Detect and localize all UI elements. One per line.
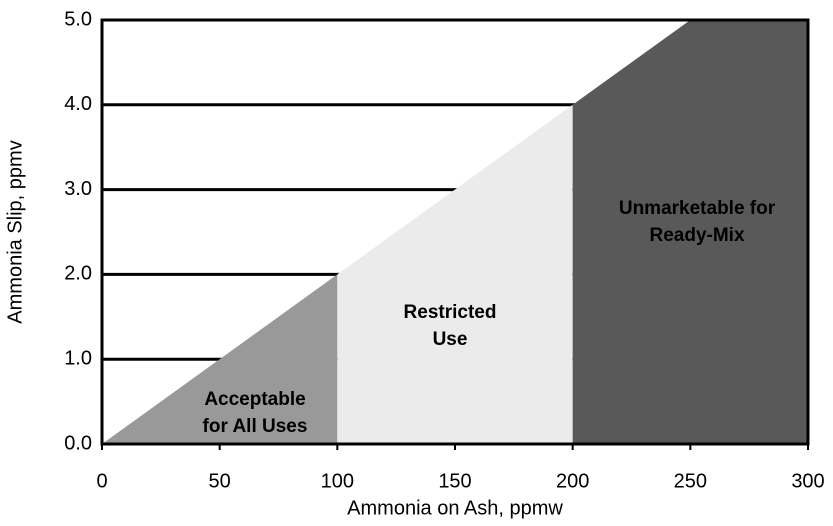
- y-tick-label: 5.0: [64, 8, 92, 30]
- y-tick-label: 1.0: [64, 347, 92, 369]
- x-tick-label: 200: [556, 470, 589, 492]
- region-label: Use: [433, 329, 468, 350]
- y-tick-label: 3.0: [64, 178, 92, 200]
- x-tick-label: 250: [674, 470, 707, 492]
- region-label: Acceptable: [204, 389, 305, 410]
- y-tick-label: 0.0: [64, 432, 92, 454]
- region-label: Ready-Mix: [649, 225, 744, 246]
- region-label: Unmarketable for: [619, 198, 776, 219]
- x-tick-label: 50: [209, 470, 231, 492]
- x-tick-label: 100: [321, 470, 354, 492]
- y-tick-label: 2.0: [64, 263, 92, 285]
- region-label: for All Uses: [203, 416, 308, 437]
- plot-border: [100, 18, 810, 446]
- x-tick-label: 300: [791, 470, 824, 492]
- area: [102, 274, 338, 444]
- area: [337, 104, 573, 445]
- y-axis-title: Ammonia Slip, ppmv: [4, 140, 26, 323]
- x-tick-label: 150: [438, 470, 471, 492]
- x-axis-title: Ammonia on Ash, ppmw: [347, 497, 563, 519]
- area: [572, 20, 808, 444]
- region-label: Restricted: [404, 302, 497, 323]
- y-tick-label: 4.0: [64, 93, 92, 115]
- x-tick-label: 0: [96, 470, 107, 492]
